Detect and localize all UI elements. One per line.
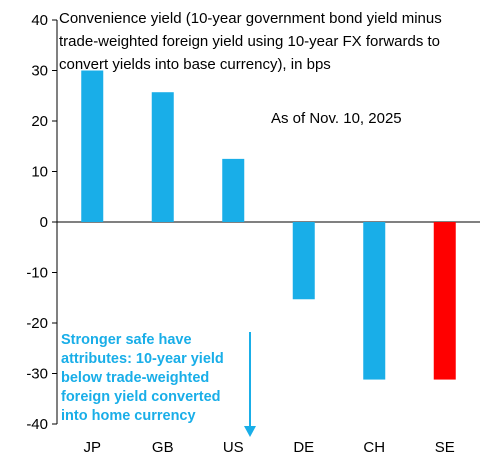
bar-se (433, 222, 456, 380)
annotation-line-5: into home currency (61, 408, 196, 424)
x-tick-label-de: DE (293, 439, 314, 456)
y-tick-label: 0 (40, 214, 48, 231)
bars (81, 70, 456, 380)
x-tick-label-gb: GB (152, 439, 174, 456)
x-tick-label-se: SE (435, 439, 455, 456)
x-tick-label-jp: JP (83, 439, 101, 456)
y-tick-label: 40 (31, 12, 48, 29)
bar-jp (81, 70, 104, 222)
annotation-line-3: below trade-weighted (61, 370, 209, 386)
y-tick-label: -10 (26, 265, 48, 282)
annotation-arrow-head (244, 426, 256, 437)
x-tick-label-ch: CH (363, 439, 385, 456)
bar-de (292, 222, 315, 300)
y-tick-label: 20 (31, 113, 48, 130)
annotation-line-2: attributes: 10-year yield (61, 351, 224, 367)
y-tick-label: 10 (31, 164, 48, 181)
x-axis-labels: JP GB US DE CH SE (83, 439, 454, 456)
title-line-2: trade-weighted foreign yield using 10-ye… (59, 33, 440, 50)
y-tick-label: -20 (26, 315, 48, 332)
title-line-3: convert yields into base currency), in b… (59, 56, 331, 73)
bar-us (222, 158, 245, 222)
chart-title: Convenience yield (10-year government bo… (59, 10, 442, 73)
y-tick-label: 30 (31, 63, 48, 80)
bar-ch (363, 222, 386, 380)
title-line-1: Convenience yield (10-year government bo… (59, 10, 442, 27)
annotation-line-1: Stronger safe have (61, 332, 192, 348)
y-axis: 40 30 20 10 0 -10 -20 -30 -40 (26, 12, 480, 433)
safe-haven-annotation: Stronger safe have attributes: 10-year y… (61, 332, 256, 437)
annotation-line-4: foreign yield converted (61, 389, 221, 405)
y-tick-label: -40 (26, 416, 48, 433)
as-of-date: As of Nov. 10, 2025 (271, 110, 402, 127)
bar-gb (151, 92, 174, 222)
y-tick-label: -30 (26, 366, 48, 383)
x-tick-label-us: US (223, 439, 244, 456)
